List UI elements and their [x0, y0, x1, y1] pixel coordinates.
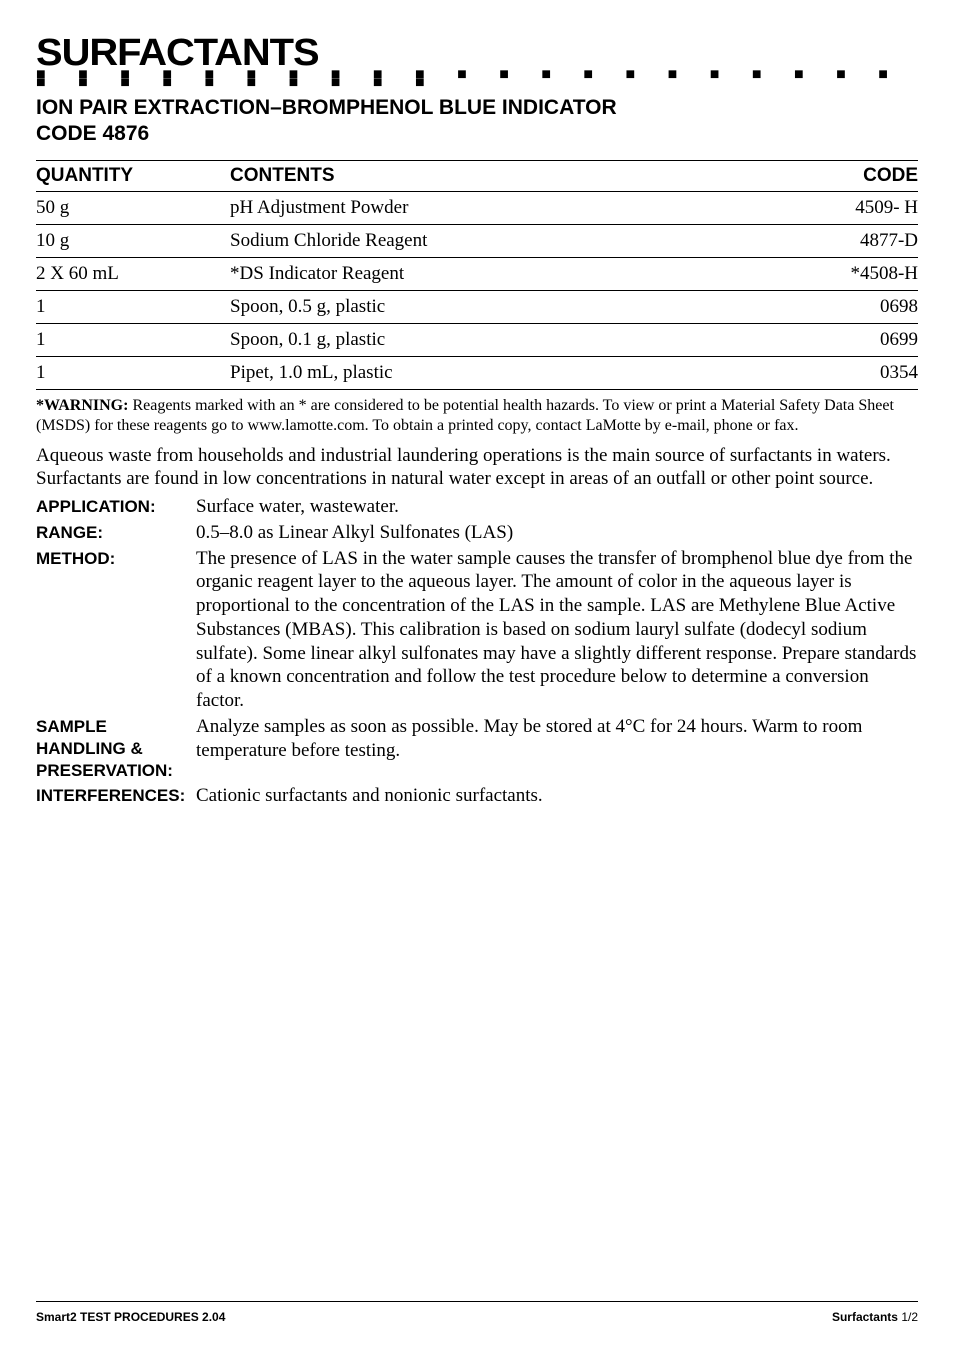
cell-contents: pH Adjustment Powder	[230, 191, 742, 224]
footer-right-bold: Surfactants	[832, 1310, 898, 1324]
footer-right: Surfactants 1/2	[832, 1310, 918, 1324]
def-body: The presence of LAS in the water sample …	[196, 547, 918, 713]
def-body: Cationic surfactants and nonionic surfac…	[196, 784, 918, 808]
table-row: 1 Spoon, 0.5 g, plastic 0698	[36, 290, 918, 323]
def-application: APPLICATION: Surface water, wastewater.	[36, 495, 918, 519]
cell-contents: Spoon, 0.1 g, plastic	[230, 323, 742, 356]
cell-code: 4877-D	[742, 224, 918, 257]
subtitle-line1: ION PAIR EXTRACTION–BROMPHENOL BLUE INDI…	[36, 96, 617, 119]
col-code: CODE	[742, 160, 918, 191]
table-row: 1 Pipet, 1.0 mL, plastic 0354	[36, 356, 918, 389]
def-label: APPLICATION:	[36, 495, 196, 518]
def-range: RANGE: 0.5–8.0 as Linear Alkyl Sulfonate…	[36, 521, 918, 545]
subtitle: ION PAIR EXTRACTION–BROMPHENOL BLUE INDI…	[36, 95, 918, 148]
page-footer: Smart2 TEST PROCEDURES 2.04 Surfactants …	[36, 1301, 918, 1324]
cell-code: 0698	[742, 290, 918, 323]
page-title: SURFACTANTS	[36, 32, 954, 75]
table-row: 2 X 60 mL *DS Indicator Reagent *4508-H	[36, 257, 918, 290]
def-body: Analyze samples as soon as possible. May…	[196, 715, 918, 763]
def-label: RANGE:	[36, 521, 196, 544]
cell-contents: *DS Indicator Reagent	[230, 257, 742, 290]
cell-quantity: 1	[36, 323, 230, 356]
cell-contents: Pipet, 1.0 mL, plastic	[230, 356, 742, 389]
warning-text: *WARNING: Reagents marked with an * are …	[36, 396, 918, 436]
table-row: 1 Spoon, 0.1 g, plastic 0699	[36, 323, 918, 356]
def-label: INTERFERENCES:	[36, 784, 196, 807]
def-method: METHOD: The presence of LAS in the water…	[36, 547, 918, 713]
warning-label: *WARNING:	[36, 397, 128, 414]
cell-quantity: 1	[36, 356, 230, 389]
def-sample-handling: SAMPLE HANDLING & PRESERVATION: Analyze …	[36, 715, 918, 782]
cell-code: 4509- H	[742, 191, 918, 224]
footer-right-page: 1/2	[898, 1310, 918, 1324]
cell-code: *4508-H	[742, 257, 918, 290]
cell-code: 0699	[742, 323, 918, 356]
table-header-row: QUANTITY CONTENTS CODE	[36, 160, 918, 191]
def-body: 0.5–8.0 as Linear Alkyl Sulfonates (LAS)	[196, 521, 918, 545]
table-row: 10 g Sodium Chloride Reagent 4877-D	[36, 224, 918, 257]
def-interferences: INTERFERENCES: Cationic surfactants and …	[36, 784, 918, 808]
col-quantity: QUANTITY	[36, 160, 230, 191]
warning-body: Reagents marked with an * are considered…	[36, 397, 894, 434]
definitions-list: APPLICATION: Surface water, wastewater. …	[36, 495, 918, 808]
def-body: Surface water, wastewater.	[196, 495, 918, 519]
cell-quantity: 10 g	[36, 224, 230, 257]
cell-quantity: 50 g	[36, 191, 230, 224]
table-row: 50 g pH Adjustment Powder 4509- H	[36, 191, 918, 224]
cell-contents: Sodium Chloride Reagent	[230, 224, 742, 257]
subtitle-line2: CODE 4876	[36, 122, 149, 145]
cell-quantity: 2 X 60 mL	[36, 257, 230, 290]
cell-quantity: 1	[36, 290, 230, 323]
contents-table: QUANTITY CONTENTS CODE 50 g pH Adjustmen…	[36, 160, 918, 390]
intro-paragraph: Aqueous waste from households and indust…	[36, 444, 918, 492]
cell-code: 0354	[742, 356, 918, 389]
footer-left: Smart2 TEST PROCEDURES 2.04	[36, 1310, 225, 1324]
def-label: SAMPLE HANDLING & PRESERVATION:	[36, 715, 196, 782]
def-label: METHOD:	[36, 547, 196, 570]
cell-contents: Spoon, 0.5 g, plastic	[230, 290, 742, 323]
col-contents: CONTENTS	[230, 160, 742, 191]
